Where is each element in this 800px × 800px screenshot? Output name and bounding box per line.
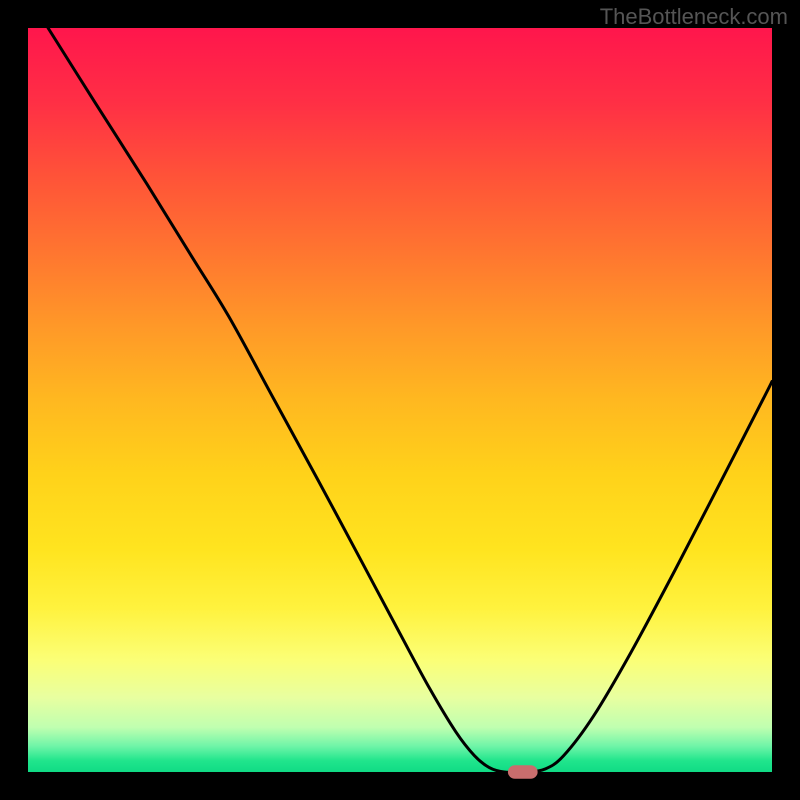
chart-root: TheBottleneck.com — [0, 0, 800, 800]
optimal-marker — [508, 765, 538, 778]
gradient-background — [28, 28, 772, 772]
watermark-text: TheBottleneck.com — [600, 4, 788, 30]
chart-svg — [0, 0, 800, 800]
